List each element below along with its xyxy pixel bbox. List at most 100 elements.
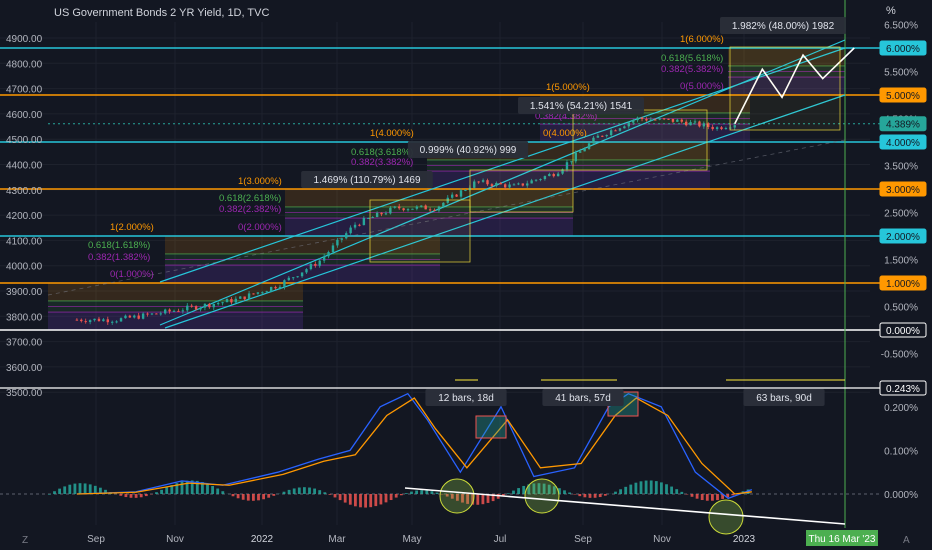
left-axis-tick: 3600.00 <box>6 363 43 374</box>
bar-label-bg <box>542 389 624 406</box>
histogram-bar <box>583 494 587 498</box>
candle-body <box>654 119 657 121</box>
candle-body <box>574 152 578 162</box>
histogram-bar <box>410 491 413 494</box>
candle-body <box>212 303 215 308</box>
fib-label: 0.382(2.382%) <box>219 204 281 215</box>
candle-body <box>75 319 79 321</box>
histogram-bar <box>384 494 388 503</box>
candle-body <box>150 313 154 315</box>
oscillator-value-badge <box>879 380 927 396</box>
candle-body <box>358 224 361 226</box>
fib-label: 0.382(1.382%) <box>88 252 150 263</box>
candle-body <box>177 310 180 312</box>
histogram-bar <box>170 485 174 494</box>
price-candles <box>75 47 855 325</box>
candle-body <box>186 305 189 311</box>
candle-body <box>583 148 586 152</box>
fib-label: 1(5.000%) <box>546 82 590 93</box>
candle-body <box>371 217 374 219</box>
candle-body <box>349 227 352 234</box>
histogram-bar <box>578 494 582 497</box>
histogram-bar <box>435 492 439 494</box>
histogram-bar <box>716 494 719 501</box>
candle-body <box>671 118 675 122</box>
histogram-bar <box>547 484 551 494</box>
auto-scale-button[interactable]: A <box>903 535 910 546</box>
histogram-bar <box>726 494 730 498</box>
histogram-bar <box>405 493 408 494</box>
measure-label-bg <box>518 97 644 114</box>
candle-body <box>512 184 516 186</box>
candle-body <box>80 319 83 322</box>
candle-body <box>464 189 467 191</box>
candle-body <box>420 205 423 207</box>
histogram-bar <box>466 494 469 504</box>
candle-body <box>627 122 630 127</box>
histogram-bar <box>389 494 393 501</box>
candle-body <box>287 277 291 281</box>
histogram-bar <box>252 494 255 501</box>
candle-body <box>124 315 127 319</box>
measure-label: 1.469% (110.79%) 1469 <box>313 175 421 186</box>
left-axis-tick: 4400.00 <box>6 161 43 172</box>
histogram-bar <box>721 494 724 499</box>
histogram-bar <box>476 494 480 505</box>
candle-body <box>203 303 207 308</box>
x-axis-tick: 2022 <box>251 534 274 545</box>
candle-body <box>181 310 185 312</box>
histogram-bar <box>190 480 194 494</box>
histogram-bar <box>471 494 475 505</box>
candle-body <box>455 194 458 197</box>
axes: 4900.00 4800.00 4700.00 4600.00 4500.00 4400.… <box>6 21 927 545</box>
projection-path <box>734 47 855 125</box>
histogram-bar <box>369 494 373 508</box>
histogram-bar <box>537 483 541 494</box>
candle-body <box>543 176 547 180</box>
histogram-bar <box>160 489 163 494</box>
candle-body <box>450 194 454 198</box>
histogram-bar <box>201 482 204 494</box>
histogram-bar <box>104 489 107 494</box>
candle-body <box>698 121 701 127</box>
chart-title: US Government Bonds 2 YR Yield, 1D, TVC <box>54 7 269 19</box>
histogram-bar <box>241 494 245 500</box>
histogram-bar <box>598 494 602 498</box>
histogram-bar <box>328 494 332 495</box>
fib-zone-low <box>728 77 845 95</box>
price-label-badge <box>879 228 927 244</box>
candle-body <box>97 318 101 322</box>
candle-body <box>556 173 560 177</box>
left-axis-tick: 3900.00 <box>6 287 43 298</box>
candle-body <box>194 306 198 310</box>
histogram-bar <box>695 494 699 499</box>
histogram-bar <box>374 494 378 507</box>
candle-body <box>702 123 706 127</box>
histogram-bar <box>491 494 495 502</box>
candle-body <box>367 217 370 219</box>
histogram-bar <box>318 490 322 494</box>
candle-body <box>353 224 357 228</box>
histogram-bar <box>180 481 184 494</box>
timezone-button[interactable]: Z <box>22 535 28 546</box>
candle-body <box>715 127 719 130</box>
left-axis-tick: 4200.00 <box>6 211 43 222</box>
histogram-bar <box>262 494 265 500</box>
highlight-circle <box>708 499 744 535</box>
x-axis-tick: Mar <box>328 534 346 545</box>
measure-label: 0.999% (40.92%) 999 <box>420 145 517 156</box>
histogram-bar <box>129 494 133 498</box>
candle-body <box>428 209 432 211</box>
histogram-bar <box>175 483 179 494</box>
candle-body <box>548 174 551 177</box>
histogram-bar <box>486 494 490 503</box>
fib-label: 0(5.000%) <box>680 81 724 92</box>
histogram-bar <box>303 487 306 494</box>
fib-label: 0.618(1.618%) <box>88 240 150 251</box>
candle-body <box>684 121 688 126</box>
histogram-bar <box>512 490 515 494</box>
left-axis-tick: 4500.00 <box>6 135 43 146</box>
price-label-badge <box>879 87 927 103</box>
histogram-bar <box>445 494 449 497</box>
